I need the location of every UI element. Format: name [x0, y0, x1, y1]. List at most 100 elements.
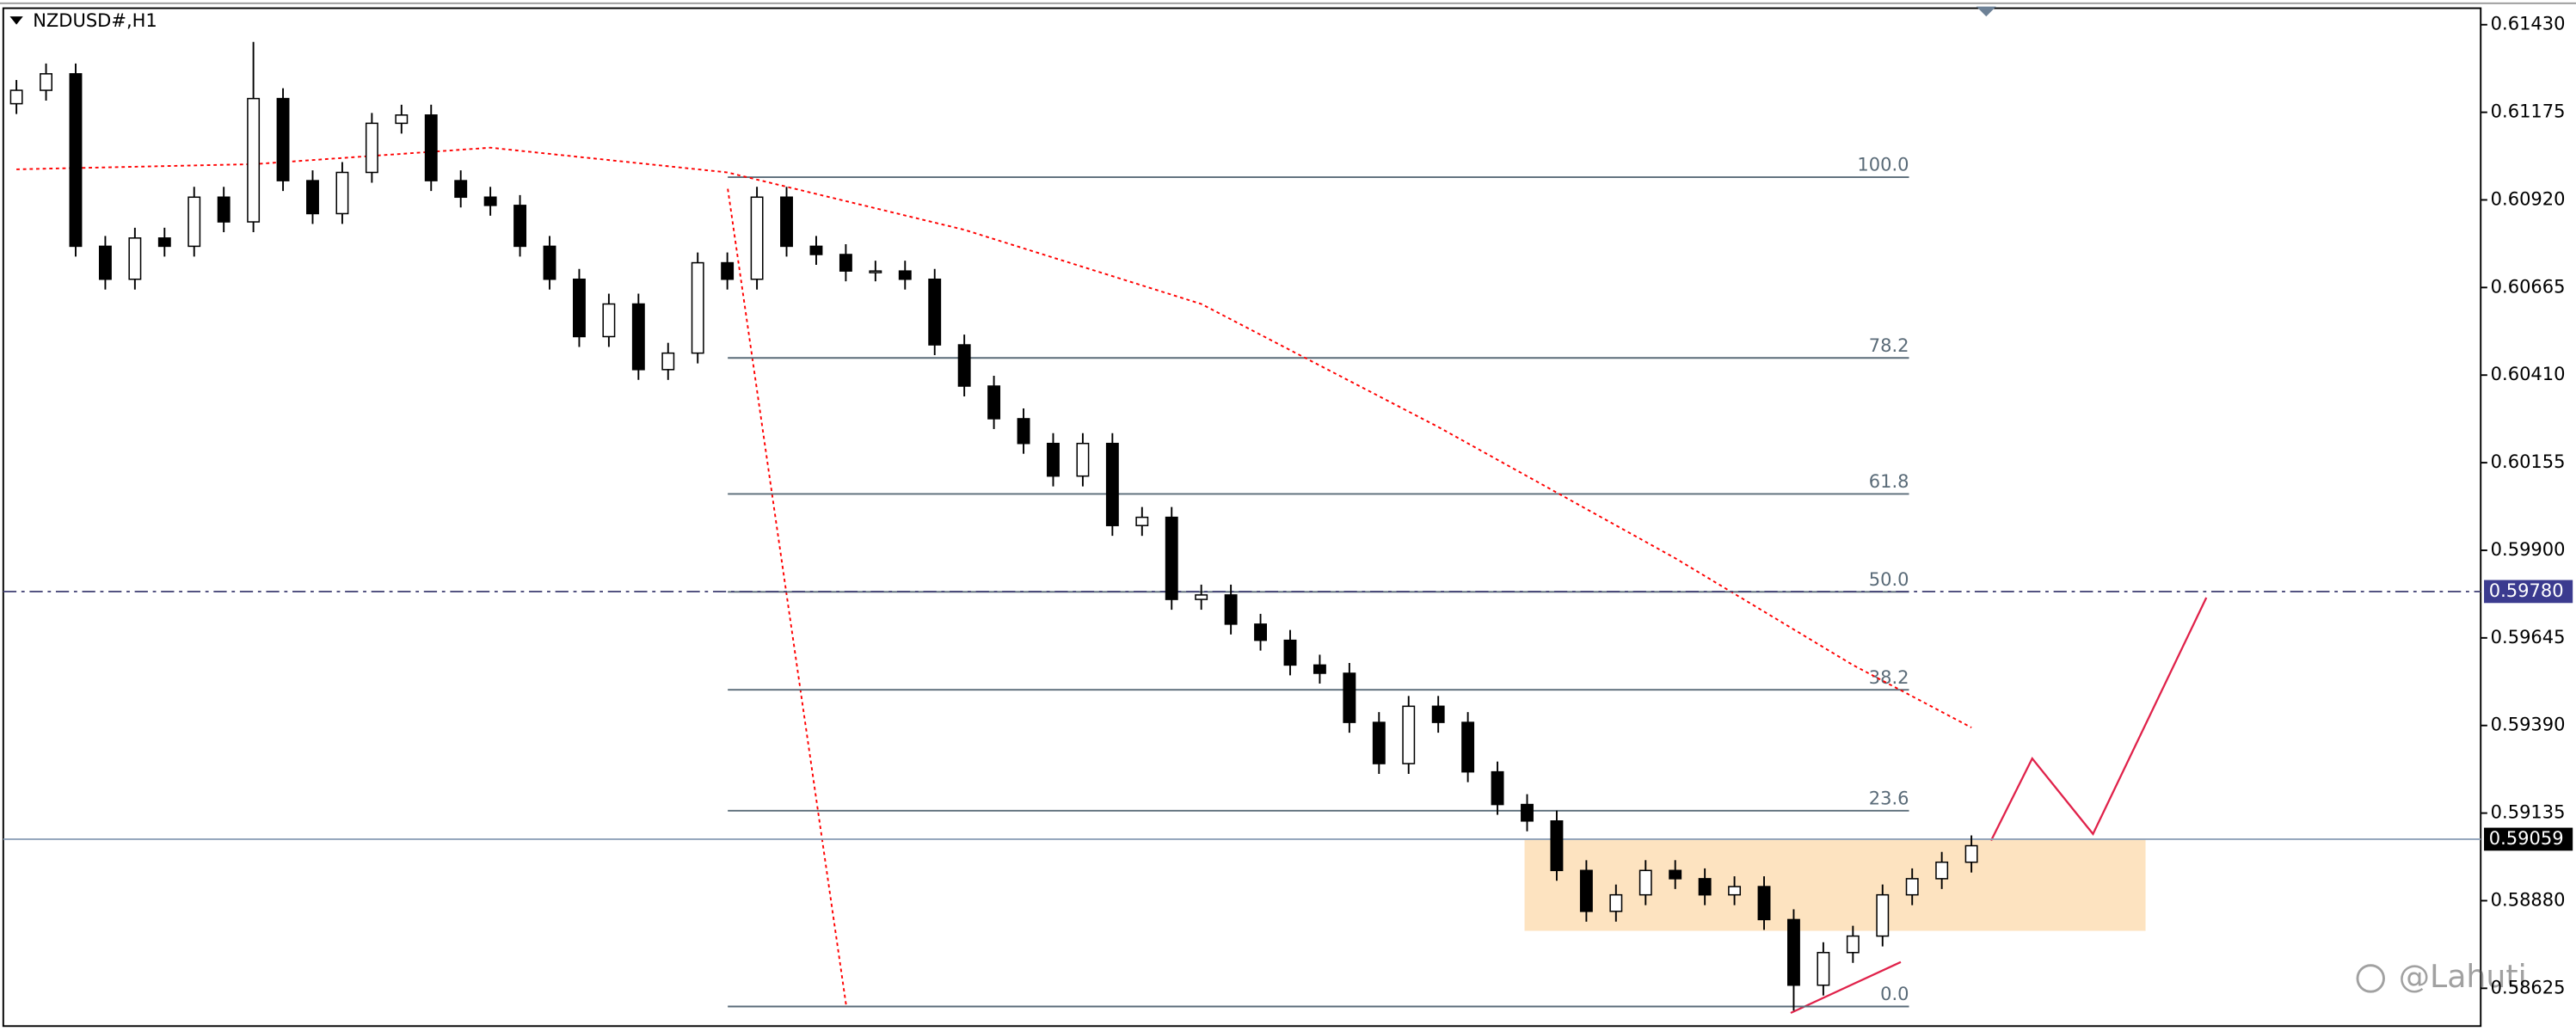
candle-body [839, 254, 852, 272]
y-tick-label: 0.60920 [2491, 188, 2566, 209]
candle-body [543, 245, 556, 280]
candle-body [1669, 869, 1682, 880]
y-tick-label: 0.61175 [2491, 101, 2566, 122]
candle-body [1579, 869, 1593, 912]
candle-body [365, 122, 378, 174]
plot-frame [2, 7, 2482, 1028]
y-tick-label: 0.59900 [2491, 539, 2566, 560]
candle-body [1402, 705, 1416, 764]
fib-label: 0.0 [1880, 984, 1909, 1004]
y-tick-label: 0.60665 [2491, 276, 2566, 297]
candle-body [40, 73, 52, 91]
candle-body [1521, 803, 1534, 822]
watermark-group: @Lahuti [2356, 958, 2527, 995]
candle-body [306, 180, 319, 215]
candle-body [1817, 952, 1830, 986]
support-line [1790, 960, 1902, 1015]
candle-body [1224, 594, 1238, 625]
candle-body [1698, 878, 1712, 896]
candle-body [335, 171, 349, 215]
y-tick-label: 0.60410 [2491, 364, 2566, 384]
candle-body [631, 303, 645, 371]
candle-body [1283, 639, 1297, 666]
candle-body [276, 97, 290, 181]
candle-body [1254, 623, 1267, 641]
candle-body [188, 196, 201, 248]
candle-body [1165, 516, 1178, 600]
candle-body [157, 237, 171, 248]
candle-body [1757, 886, 1771, 921]
candle-body [1609, 893, 1623, 912]
candle-body [483, 196, 497, 206]
fib-label: 61.8 [1869, 471, 1909, 492]
candle-body [928, 278, 942, 346]
candle-body [572, 278, 586, 338]
chart-title: NZDUSD#,H1 [33, 10, 157, 31]
candle-body [1017, 418, 1030, 445]
candle-body [750, 196, 764, 280]
y-tick-label: 0.58880 [2491, 889, 2566, 910]
price-label: 0.59780 [2489, 580, 2564, 601]
y-tick-label: 0.59390 [2491, 715, 2566, 735]
candle-body [1935, 861, 1949, 880]
candle-body [1846, 935, 1860, 954]
candle-body [1787, 918, 1800, 986]
candle-body [1076, 442, 1090, 477]
candle-body [1343, 672, 1356, 723]
candle-body [513, 205, 527, 248]
fib-label: 38.2 [1869, 667, 1909, 688]
y-tick-label: 0.59645 [2491, 627, 2566, 647]
candle-body [98, 245, 112, 280]
candle-body [1372, 721, 1386, 764]
candle-body [987, 385, 1001, 420]
candle-body [869, 270, 882, 273]
fib-label: 50.0 [1869, 569, 1909, 590]
candle-body [1964, 844, 1978, 863]
candle-body [780, 196, 793, 248]
y-tick-label: 0.58625 [2491, 977, 2566, 997]
candle-body [1431, 705, 1445, 723]
shift-marker [1976, 6, 1996, 17]
projection-path [1989, 597, 2208, 842]
candle-body [454, 180, 468, 199]
candle-body [1135, 516, 1149, 526]
candle-body [957, 344, 971, 387]
candle-body [1550, 820, 1564, 872]
price-label: 0.59059 [2489, 828, 2564, 849]
candle-body [128, 237, 142, 280]
candle-body [1905, 878, 1919, 896]
candles [9, 41, 1978, 1011]
candle-body [1728, 886, 1742, 896]
watermark-icon [2356, 964, 2385, 993]
y-tick-label: 0.60155 [2491, 451, 2566, 472]
candle-body [1105, 442, 1119, 526]
candle-body [1047, 442, 1060, 477]
candle-body [395, 114, 409, 125]
fib-label: 100.0 [1857, 155, 1909, 175]
menu-arrow [9, 16, 23, 25]
candle-body [721, 261, 735, 280]
candle-body [1313, 664, 1326, 674]
price-label-box [2484, 580, 2573, 604]
candle-body [9, 89, 23, 105]
candle-body [1195, 594, 1208, 600]
candle-body [1638, 869, 1652, 896]
candle-body [898, 270, 912, 280]
candle-body [1461, 721, 1475, 773]
watermark: @Lahuti [2399, 958, 2527, 995]
y-tick-label: 0.59135 [2491, 802, 2566, 823]
candle-body [661, 352, 675, 371]
candle-body [1876, 893, 1890, 937]
candle-body [424, 114, 438, 181]
candle-body [217, 196, 231, 223]
candle-body [1491, 770, 1504, 806]
range-box [1524, 838, 2146, 931]
price-label-box [2484, 827, 2573, 851]
candle-body [691, 261, 704, 354]
y-tick-label: 0.61430 [2491, 14, 2566, 34]
fib-label: 23.6 [1869, 788, 1909, 808]
candle-body [602, 303, 616, 338]
candle-body [809, 245, 823, 255]
candle-body [69, 73, 83, 248]
